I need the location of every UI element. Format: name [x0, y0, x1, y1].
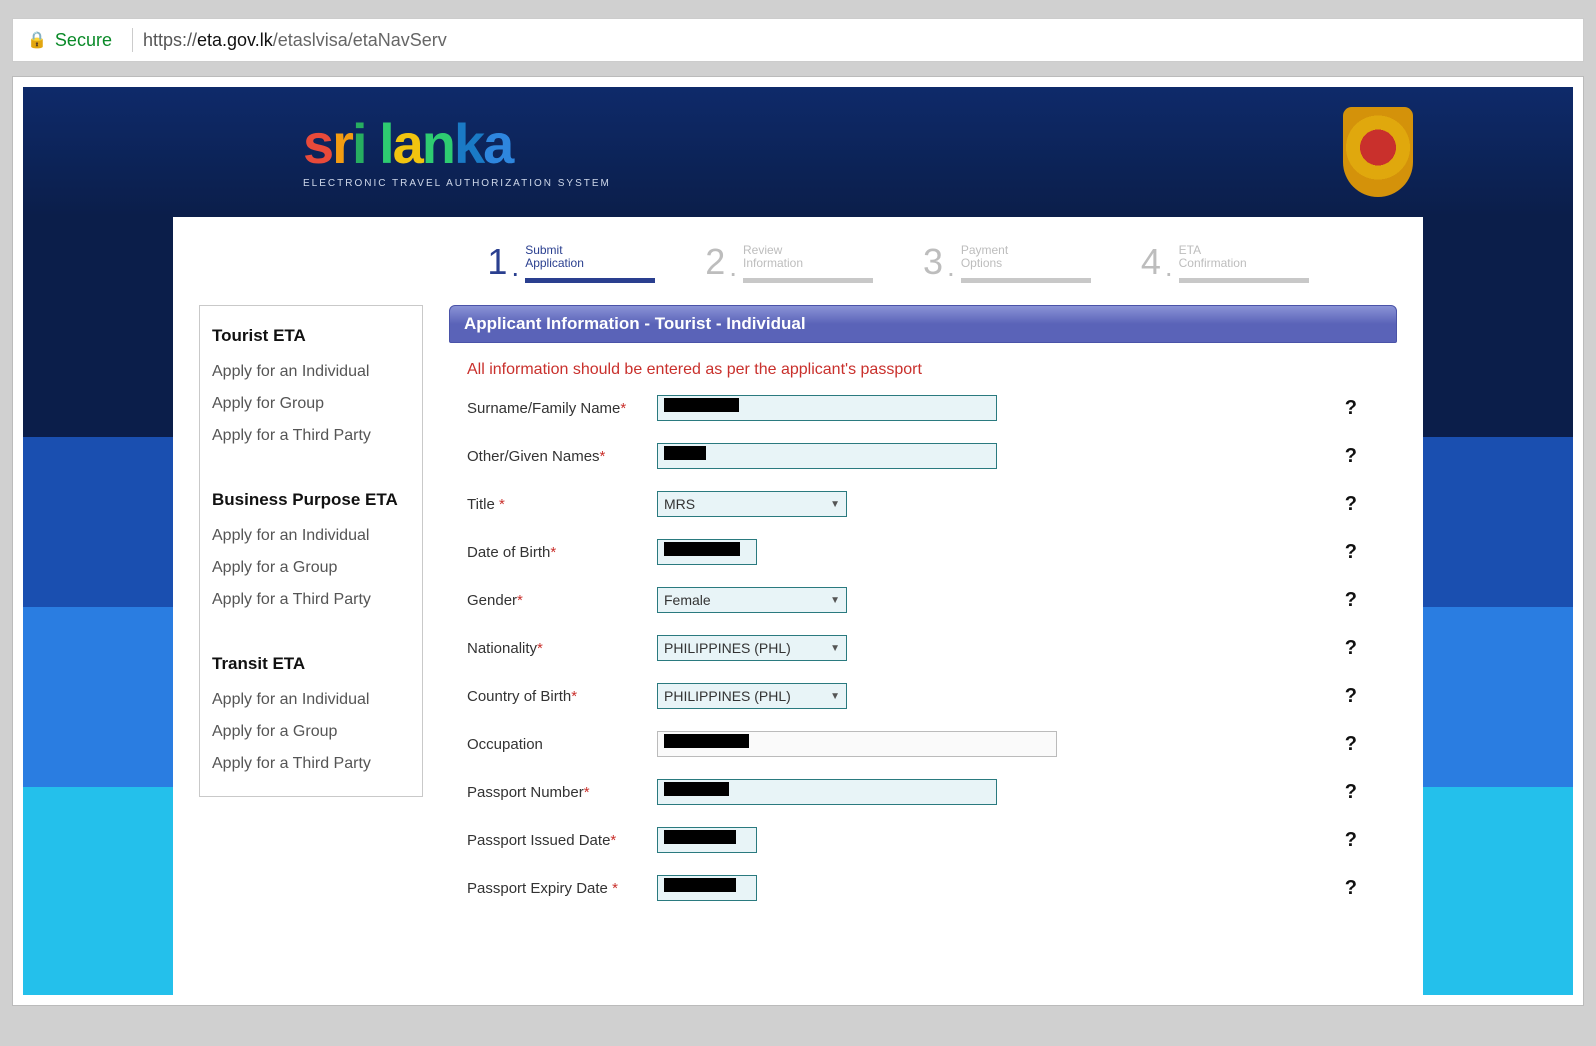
- redacted-value: [664, 782, 729, 796]
- nationality-value: PHILIPPINES (PHL): [664, 640, 791, 656]
- sidebar-link-transit-group[interactable]: Apply for a Group: [212, 716, 410, 748]
- country-of-birth-value: PHILIPPINES (PHL): [664, 688, 791, 704]
- sidebar-link-tourist-group[interactable]: Apply for Group: [212, 388, 410, 420]
- passport-issued-input[interactable]: [657, 827, 757, 853]
- step-2: 2. ReviewInformation: [705, 241, 873, 283]
- sidebar-heading-transit: Transit ETA: [212, 654, 410, 674]
- given-names-input[interactable]: [657, 443, 997, 469]
- help-icon[interactable]: ?: [1345, 733, 1357, 756]
- passport-expiry-label: Passport Expiry Date *: [467, 880, 657, 897]
- sidebar-heading-business: Business Purpose ETA: [212, 490, 410, 510]
- redacted-value: [664, 734, 749, 748]
- step-1: 1. SubmitApplication: [487, 241, 655, 283]
- page-frame: sri lanka ELECTRONIC TRAVEL AUTHORIZATIO…: [12, 76, 1584, 1006]
- help-icon[interactable]: ?: [1345, 877, 1357, 900]
- sidebar-link-business-individual[interactable]: Apply for an Individual: [212, 520, 410, 552]
- help-icon[interactable]: ?: [1345, 445, 1357, 468]
- help-icon[interactable]: ?: [1345, 637, 1357, 660]
- lock-icon: 🔒: [27, 30, 47, 50]
- step-1-bar: [525, 278, 655, 283]
- help-icon[interactable]: ?: [1345, 397, 1357, 420]
- step-1-num: 1: [487, 241, 507, 283]
- title-label: Title *: [467, 496, 657, 513]
- dob-label: Date of Birth*: [467, 544, 657, 561]
- occupation-input[interactable]: [657, 731, 1057, 757]
- step-3-line2: Options: [961, 256, 1002, 270]
- background: sri lanka ELECTRONIC TRAVEL AUTHORIZATIO…: [23, 87, 1573, 995]
- step-3-bar: [961, 278, 1091, 283]
- help-icon[interactable]: ?: [1345, 589, 1357, 612]
- step-4: 4. ETAConfirmation: [1141, 241, 1309, 283]
- sidebar-link-tourist-individual[interactable]: Apply for an Individual: [212, 356, 410, 388]
- step-4-line1: ETA: [1179, 243, 1201, 257]
- step-3-num: 3: [923, 241, 943, 283]
- step-3: 3. PaymentOptions: [923, 241, 1091, 283]
- url[interactable]: https://eta.gov.lk/etaslvisa/etaNavServ: [143, 30, 447, 51]
- browser-address-bar: 🔒 Secure https://eta.gov.lk/etaslvisa/et…: [12, 18, 1584, 62]
- given-names-label: Other/Given Names*: [467, 448, 657, 465]
- sidebar-link-business-group[interactable]: Apply for a Group: [212, 552, 410, 584]
- step-4-num: 4: [1141, 241, 1161, 283]
- content-card: 1. SubmitApplication 2. ReviewInformatio…: [173, 217, 1423, 995]
- gender-label: Gender*: [467, 592, 657, 609]
- step-1-line2: Application: [525, 256, 584, 270]
- passport-issued-label: Passport Issued Date*: [467, 832, 657, 849]
- redacted-value: [664, 398, 739, 412]
- step-2-num: 2: [705, 241, 725, 283]
- logo: sri lanka ELECTRONIC TRAVEL AUTHORIZATIO…: [303, 116, 611, 189]
- redacted-value: [664, 446, 706, 460]
- nationality-select[interactable]: PHILIPPINES (PHL): [657, 635, 847, 661]
- surname-label: Surname/Family Name*: [467, 400, 657, 417]
- step-1-line1: Submit: [525, 243, 562, 257]
- url-path: /etaslvisa/etaNavServ: [273, 30, 447, 50]
- site-header: sri lanka ELECTRONIC TRAVEL AUTHORIZATIO…: [23, 87, 1573, 217]
- help-icon[interactable]: ?: [1345, 541, 1357, 564]
- dob-input[interactable]: [657, 539, 757, 565]
- separator: [132, 28, 133, 52]
- url-scheme: https://: [143, 30, 197, 50]
- redacted-value: [664, 830, 736, 844]
- redacted-value: [664, 542, 740, 556]
- sidebar-heading-tourist: Tourist ETA: [212, 326, 410, 346]
- sidebar: Tourist ETA Apply for an Individual Appl…: [199, 305, 423, 797]
- help-icon[interactable]: ?: [1345, 829, 1357, 852]
- nationality-label: Nationality*: [467, 640, 657, 657]
- step-4-bar: [1179, 278, 1309, 283]
- passport-number-input[interactable]: [657, 779, 997, 805]
- country-of-birth-label: Country of Birth*: [467, 688, 657, 705]
- gender-select[interactable]: Female: [657, 587, 847, 613]
- panel-warning: All information should be entered as per…: [467, 361, 1397, 379]
- passport-number-label: Passport Number*: [467, 784, 657, 801]
- step-3-line1: Payment: [961, 243, 1008, 257]
- url-host: eta.gov.lk: [197, 30, 273, 50]
- emblem-icon: [1343, 107, 1413, 197]
- step-2-line1: Review: [743, 243, 782, 257]
- sidebar-link-business-thirdparty[interactable]: Apply for a Third Party: [212, 584, 410, 616]
- surname-input[interactable]: [657, 395, 997, 421]
- title-value: MRS: [664, 496, 695, 512]
- sidebar-link-transit-individual[interactable]: Apply for an Individual: [212, 684, 410, 716]
- step-4-line2: Confirmation: [1179, 256, 1247, 270]
- step-2-bar: [743, 278, 873, 283]
- panel-title: Applicant Information - Tourist - Indivi…: [449, 305, 1397, 343]
- secure-label: Secure: [55, 30, 112, 51]
- sidebar-link-tourist-thirdparty[interactable]: Apply for a Third Party: [212, 420, 410, 452]
- logo-wordmark: sri lanka: [303, 116, 611, 172]
- progress-steps: 1. SubmitApplication 2. ReviewInformatio…: [399, 241, 1397, 283]
- logo-subtitle: ELECTRONIC TRAVEL AUTHORIZATION SYSTEM: [303, 178, 611, 189]
- help-icon[interactable]: ?: [1345, 685, 1357, 708]
- gender-value: Female: [664, 592, 711, 608]
- title-select[interactable]: MRS: [657, 491, 847, 517]
- redacted-value: [664, 878, 736, 892]
- sidebar-link-transit-thirdparty[interactable]: Apply for a Third Party: [212, 748, 410, 780]
- occupation-label: Occupation: [467, 736, 657, 753]
- passport-expiry-input[interactable]: [657, 875, 757, 901]
- help-icon[interactable]: ?: [1345, 493, 1357, 516]
- form-panel: Applicant Information - Tourist - Indivi…: [449, 305, 1397, 923]
- help-icon[interactable]: ?: [1345, 781, 1357, 804]
- step-2-line2: Information: [743, 256, 803, 270]
- country-of-birth-select[interactable]: PHILIPPINES (PHL): [657, 683, 847, 709]
